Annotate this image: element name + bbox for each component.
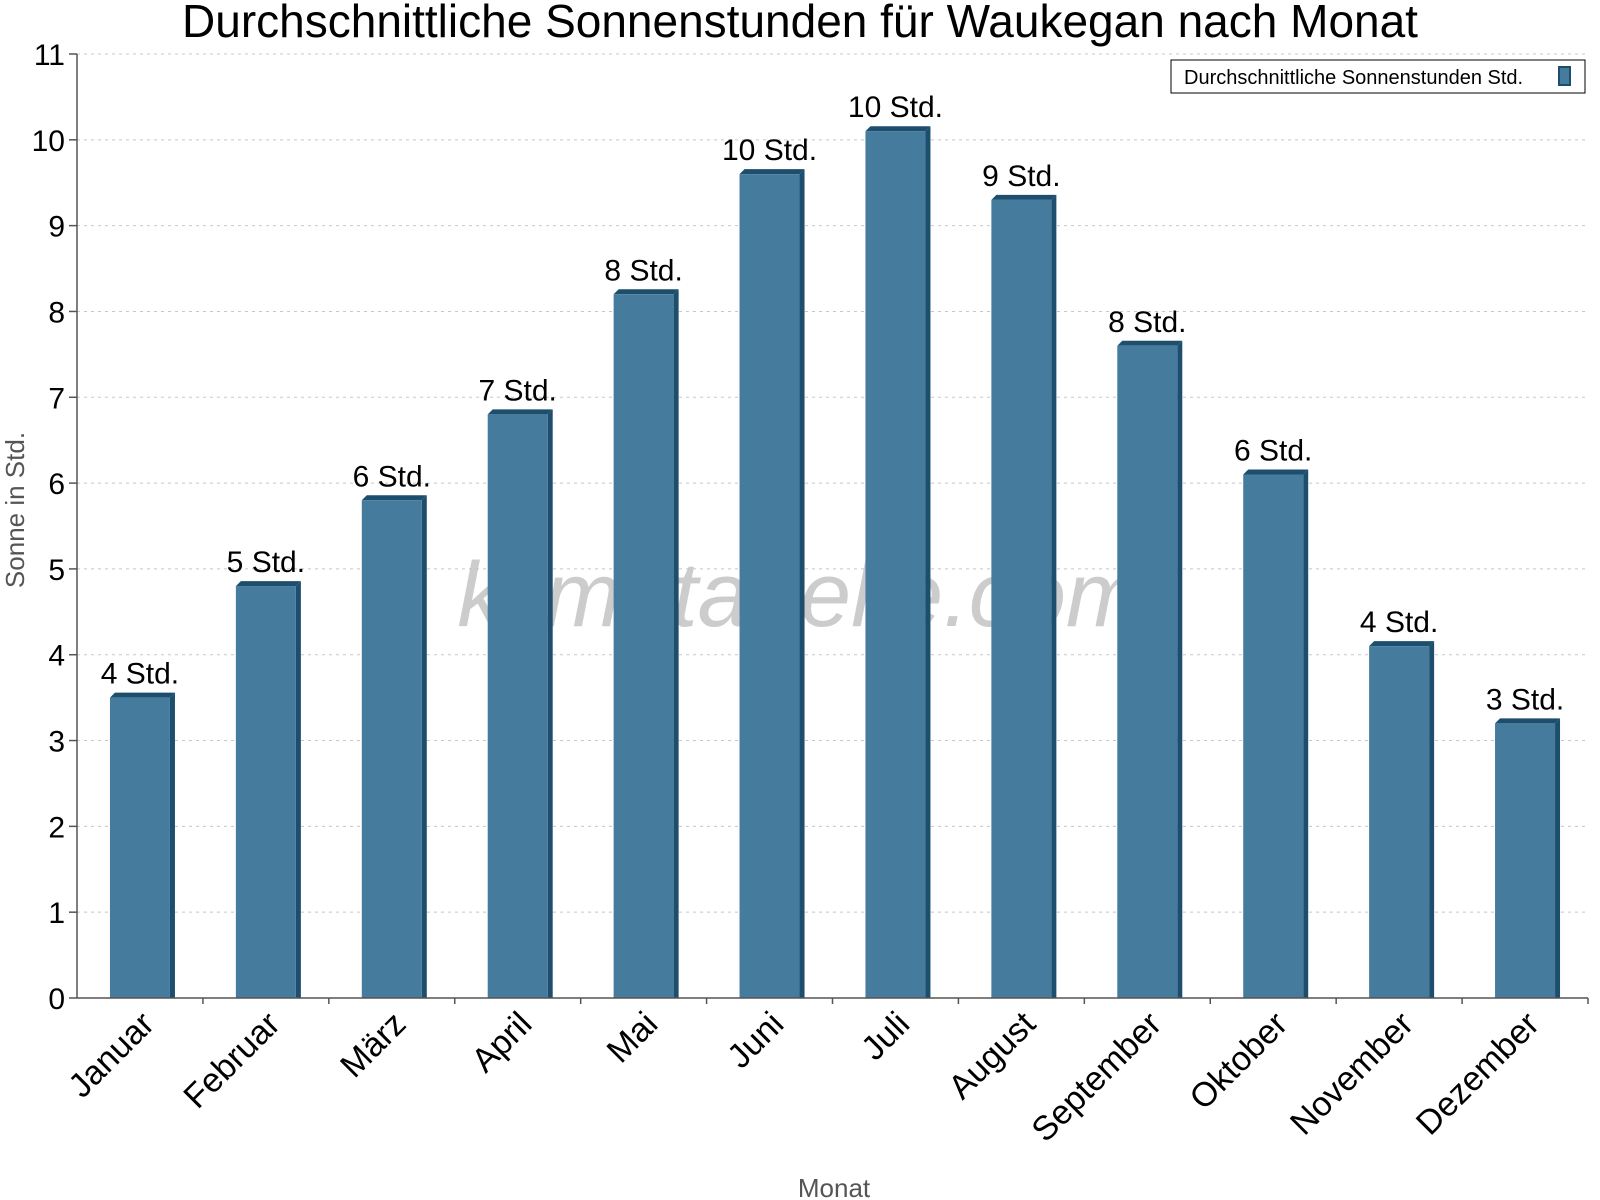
x-tick-label: August <box>941 1004 1043 1106</box>
y-tick-label: 9 <box>48 211 65 244</box>
data-label: 3 Std. <box>1486 683 1564 716</box>
y-tick-label: 1 <box>48 897 65 930</box>
x-tick-label: Oktober <box>1182 1005 1294 1117</box>
bar-side <box>1429 641 1435 998</box>
data-label: 5 Std. <box>227 546 305 579</box>
bars: 4 Std. 5 Std. 6 Std. 7 Std. 8 Std. 10 Std. 10 … <box>101 91 1564 999</box>
x-tick-label: Dezember <box>1409 1005 1547 1143</box>
bar-side <box>799 169 805 999</box>
bar-side <box>673 289 679 999</box>
bar <box>1495 723 1556 998</box>
bar-mai: 8 Std. <box>604 254 683 999</box>
y-tick-label: 11 <box>34 39 65 72</box>
bar-april: 7 Std. <box>479 374 557 998</box>
bar-side <box>421 495 427 998</box>
bar-top <box>739 169 805 175</box>
data-label: 10 Std. <box>722 134 817 167</box>
x-tick-label: Juni <box>720 1005 791 1076</box>
y-tick-label: 2 <box>48 811 65 844</box>
bar-side <box>1051 194 1057 998</box>
grid-lines <box>77 53 1588 913</box>
bar <box>1369 646 1430 998</box>
bar-juli: 10 Std. <box>848 91 943 999</box>
data-label: 6 Std. <box>353 460 431 493</box>
x-tick-label: März <box>333 1005 413 1085</box>
x-axis-ticks: Januar Februar März April Mai Juni Juli AugustS… <box>61 998 1589 1149</box>
bar-side <box>1177 340 1183 998</box>
bar-side <box>1555 718 1561 998</box>
bar-dezember: 3 Std. <box>1486 683 1564 998</box>
y-tick-label: 6 <box>48 468 65 501</box>
bar-top <box>1495 718 1561 724</box>
bar-top <box>235 581 301 587</box>
y-tick-label: 10 <box>32 125 65 158</box>
bar <box>1117 345 1178 998</box>
y-axis-title: Sonne in Std. <box>0 432 30 588</box>
x-tick-label: September <box>1024 1005 1168 1149</box>
data-label: 4 Std. <box>101 658 179 691</box>
data-label: 4 Std. <box>1360 606 1438 639</box>
y-tick-label: 3 <box>48 726 65 759</box>
bar-top <box>487 409 553 415</box>
bar <box>235 586 296 998</box>
bar-märz: 6 Std. <box>353 460 431 998</box>
bar-top <box>613 289 679 295</box>
x-tick-label: November <box>1283 1005 1421 1143</box>
bar <box>613 294 674 999</box>
y-tick-label: 5 <box>48 554 65 587</box>
bar-side <box>925 126 931 998</box>
bar-oktober: 6 Std. <box>1234 435 1312 998</box>
axes <box>76 54 1588 999</box>
bar-juni: 10 Std. <box>722 134 817 999</box>
x-tick-label: April <box>464 1005 539 1080</box>
data-label: 8 Std. <box>1108 306 1186 339</box>
bar-top <box>865 126 931 132</box>
data-label: 10 Std. <box>848 91 943 124</box>
x-tick-label: Februar <box>176 1005 287 1116</box>
bar-top <box>1369 641 1435 647</box>
bar-januar: 4 Std. <box>101 658 179 998</box>
bar-side <box>547 409 553 998</box>
bar <box>361 500 422 998</box>
bar <box>739 174 800 999</box>
bar-februar: 5 Std. <box>227 546 305 998</box>
x-tick-label: Juli <box>854 1005 917 1068</box>
bar-november: 4 Std. <box>1360 606 1438 998</box>
bar-side <box>1303 469 1309 998</box>
bar <box>865 131 926 999</box>
bar-top <box>361 495 427 501</box>
x-tick-label: Mai <box>600 1005 666 1071</box>
y-tick-label: 7 <box>48 382 65 415</box>
legend-label: Durchschnittliche Sonnenstunden Std. <box>1184 67 1523 89</box>
x-axis-title: Monat <box>798 1173 871 1200</box>
bar <box>1243 474 1304 998</box>
bar-top <box>109 692 175 698</box>
y-tick-label: 0 <box>48 983 65 1016</box>
legend: Durchschnittliche Sonnenstunden Std. <box>1170 59 1586 94</box>
data-label: 8 Std. <box>604 254 682 287</box>
data-label: 9 Std. <box>982 160 1060 193</box>
chart-title: Durchschnittliche Sonnenstunden für Wauk… <box>182 0 1418 47</box>
data-label: 7 Std. <box>479 374 557 407</box>
bar-top <box>1117 340 1183 346</box>
y-axis-ticks: 0 1 2 3 4 5 6 7 8 9 10 11 <box>32 39 77 1016</box>
bar-side <box>295 581 301 998</box>
data-label: 6 Std. <box>1234 435 1312 468</box>
y-tick-label: 8 <box>48 296 65 329</box>
bar <box>109 697 170 998</box>
bar-august: 9 Std. <box>982 160 1061 998</box>
bar-september: 8 Std. <box>1108 306 1186 998</box>
legend-swatch <box>1558 66 1571 86</box>
bar-top <box>1243 469 1309 475</box>
y-tick-label: 4 <box>48 640 65 673</box>
bar-top <box>991 194 1057 200</box>
bar-side <box>169 692 175 998</box>
bar <box>991 199 1052 998</box>
legend-box <box>1170 59 1586 94</box>
bar <box>487 414 548 998</box>
x-tick-label: Januar <box>61 1005 161 1105</box>
